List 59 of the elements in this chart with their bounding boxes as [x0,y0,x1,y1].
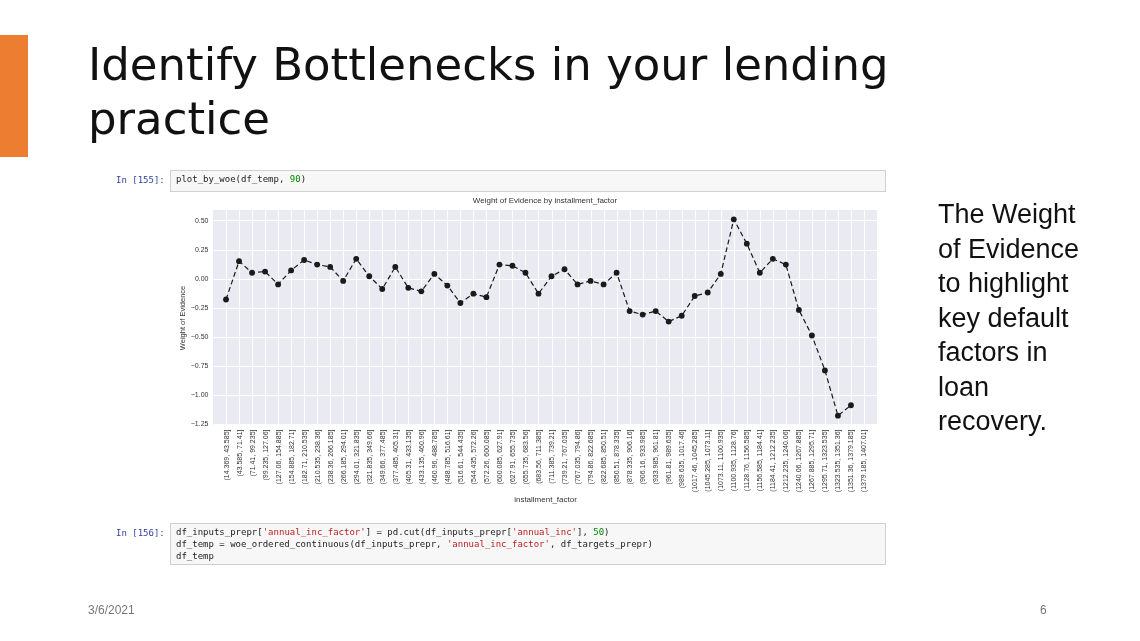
point [522,269,529,276]
point [626,308,633,315]
point [808,332,815,339]
point [470,290,477,297]
point [457,300,464,306]
point [314,261,321,268]
point [509,262,516,269]
text: In [156]: [116,528,166,538]
point [587,277,594,284]
text: df_inputs_prepr['annual_inc_factor'] = pd.cut(df_inputs_prepr['annual_inc'], 50) df_temp = woe_ordered_continuous(df_inputs_prepr, 'annual_inc_factor', df_targets_prepr) df_temp [176,527,653,561]
point [366,273,373,280]
point [483,294,490,301]
point [496,261,503,268]
point [535,290,542,297]
chart-title: Weight of Evidence by installment_factor [472,196,618,205]
text: Identify Bottlenecks in your lending practice [88,38,890,146]
point [665,318,672,325]
point [795,307,802,313]
point [835,412,841,419]
text: The Weight of Evidence to highlight key default factors in loan recovery. [938,198,1081,438]
point [639,311,646,318]
point [262,268,268,275]
point [782,261,789,268]
point [574,281,581,288]
point [600,281,607,288]
text: plot_by_woe(df_temp, 90) [176,173,308,185]
point [691,293,698,299]
point [249,269,255,276]
point [743,240,750,247]
point [223,296,229,303]
point [275,281,282,288]
x-axis-title: installment_factor [514,495,578,505]
point [418,288,425,295]
point [561,266,568,273]
text: In [155]: [116,175,166,185]
point [548,273,555,280]
point [327,264,334,270]
point [769,255,776,262]
point [236,258,242,265]
point [288,267,295,274]
point [353,255,360,262]
point [405,284,412,291]
point [756,269,763,276]
point [392,264,399,270]
text: 6 [1040,603,1048,617]
point [379,286,386,292]
point [678,312,685,319]
point [822,367,828,374]
point [301,257,308,263]
text: 3/6/2021 [88,603,136,617]
point [431,271,438,277]
point [717,271,724,277]
point [704,289,711,296]
point [730,216,737,223]
point [340,277,347,284]
point [613,269,620,276]
point [848,402,854,409]
point [652,308,659,315]
point [444,282,451,289]
